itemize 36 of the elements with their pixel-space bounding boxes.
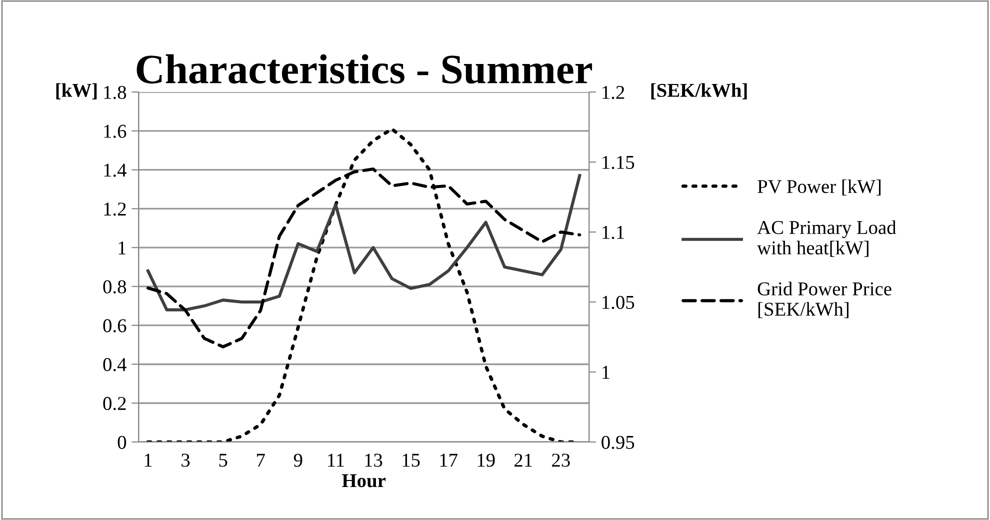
x-tick-label: 23 bbox=[552, 454, 570, 467]
x-tick-label: 17 bbox=[440, 454, 458, 467]
y-tick-label: 0.8 bbox=[103, 280, 126, 294]
legend-label: PV Power [kW] bbox=[758, 179, 881, 196]
x-axis-title: Hour bbox=[342, 474, 386, 488]
y2-tick-label: 1.15 bbox=[602, 156, 634, 170]
y2-tick-label: 1.2 bbox=[602, 86, 624, 100]
y-tick-label: 1.2 bbox=[104, 202, 126, 216]
y2-tick-label: 1.05 bbox=[602, 296, 634, 310]
x-tick-label: 7 bbox=[257, 454, 265, 467]
y-tick-label: 1.4 bbox=[104, 164, 126, 177]
x-tick-label: 13 bbox=[365, 454, 382, 467]
y2-tick-label: 1 bbox=[602, 366, 610, 379]
y-tick-label: 0.4 bbox=[103, 358, 126, 372]
x-tick-label: 11 bbox=[328, 454, 344, 467]
y-tick-label: 1.6 bbox=[104, 124, 126, 138]
y2-tick-label: 0.95 bbox=[602, 436, 634, 450]
x-tick-label: 21 bbox=[514, 454, 532, 467]
x-tick-label: 19 bbox=[478, 454, 495, 467]
y-tick-label: 0 bbox=[118, 436, 126, 449]
line-series bbox=[146, 174, 582, 312]
y2-tick-label: 1.1 bbox=[602, 226, 624, 240]
x-tick-label: 1 bbox=[144, 454, 152, 467]
y-axis-title: [kW] bbox=[56, 83, 97, 100]
legend-label: Grid Power Price [SEK/kWh] bbox=[758, 282, 892, 318]
legend-label: AC Primary Load with heat[kW] bbox=[757, 220, 896, 257]
x-tick-label: 9 bbox=[294, 454, 302, 467]
x-tick-label: 3 bbox=[182, 454, 190, 467]
y2-axis-title: [SEK/kWh] bbox=[651, 83, 747, 100]
x-tick-label: 15 bbox=[402, 454, 420, 467]
y-tick-label: 0.6 bbox=[103, 319, 126, 332]
chart-title: Characteristics - Summer bbox=[136, 54, 592, 84]
y-tick-label: 1.8 bbox=[104, 86, 126, 100]
x-tick-label: 5 bbox=[219, 454, 228, 467]
y-tick-label: 1 bbox=[118, 241, 126, 254]
y-tick-label: 0.2 bbox=[103, 396, 126, 410]
